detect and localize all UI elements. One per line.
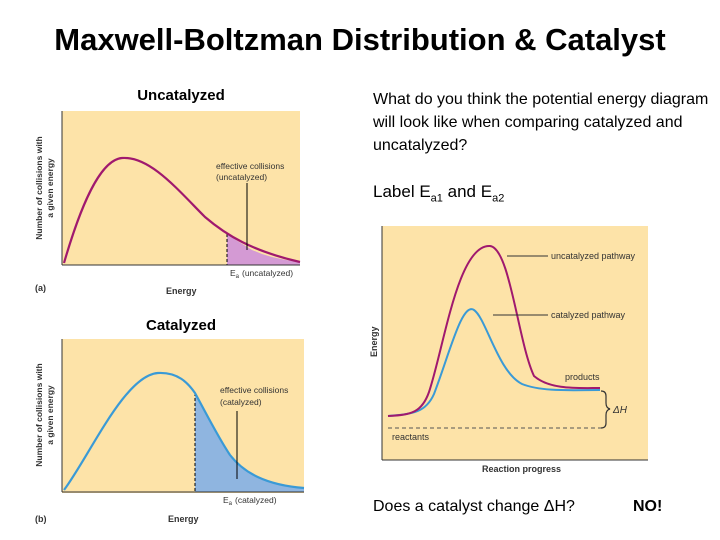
uncatalyzed-distribution-figure: effective collisions (uncatalyzed) Ea (u…: [34, 111, 301, 296]
y-axis-label-line2: a given energy: [45, 158, 55, 218]
x-axis-label: Energy: [166, 286, 197, 296]
distribution-curve: [63, 371, 305, 491]
ea-label: (catalyzed): [235, 495, 277, 505]
plot-background: [62, 111, 300, 265]
ea-label: (uncatalyzed): [242, 268, 293, 278]
catalyzed-pathway-label: catalyzed pathway: [551, 310, 626, 320]
catalyzed-caption: Catalyzed: [145, 317, 217, 334]
catalyst-question: Does a catalyst change ΔH?: [373, 498, 575, 515]
annotation-line2: (uncatalyzed): [216, 172, 267, 182]
annotation-line2: (catalyzed): [220, 397, 262, 407]
reactants-label: reactants: [392, 432, 430, 442]
ea-symbol: Ea: [230, 268, 240, 280]
y-axis-label: Energy: [369, 326, 379, 357]
label-ea-instruction: Label Ea1 and Ea2: [373, 182, 504, 204]
effective-collisions-area: [195, 393, 304, 492]
annotation-line1: effective collisions: [216, 161, 284, 171]
distribution-curve: [62, 156, 301, 264]
annotation-line1: effective collisions: [220, 385, 288, 395]
x-axis-label: Reaction progress: [482, 464, 561, 474]
x-axis-label: Energy: [168, 514, 199, 524]
catalyzed-pathway-curve: [387, 308, 601, 417]
effective-collisions-area: [227, 234, 300, 265]
label-ea-mid: and E: [442, 182, 493, 201]
uncatalyzed-pathway-curve: [387, 244, 601, 417]
label-ea-sub1: a1: [430, 192, 443, 205]
ea-symbol: Ea: [223, 495, 233, 507]
panel-label: (a): [35, 283, 46, 293]
y-axis-label-line2: a given energy: [45, 385, 55, 445]
products-label: products: [565, 372, 600, 382]
uncatalyzed-pathway-label: uncatalyzed pathway: [551, 251, 636, 261]
delta-h-brace: [600, 390, 611, 429]
plot-background: [62, 339, 304, 493]
panel-label: (b): [35, 514, 47, 524]
y-axis-label-line1: Number of collisions with: [34, 363, 44, 466]
slide-title: Maxwell-Boltzman Distribution & Catalyst: [54, 22, 666, 57]
delta-h-label: ΔH: [612, 405, 628, 416]
plot-background: [382, 226, 648, 460]
y-axis-label-line1: Number of collisions with: [34, 136, 44, 239]
potential-energy-diagram: uncatalyzed pathway catalyzed pathway pr…: [369, 226, 648, 474]
label-ea-sub2: a2: [492, 192, 505, 205]
label-ea-prefix: Label E: [373, 182, 431, 201]
catalyst-answer: NO!: [633, 498, 663, 515]
question-prompt: What do you think the potential energy d…: [373, 91, 709, 154]
catalyzed-distribution-figure: effective collisions (catalyzed) Ea (cat…: [34, 339, 305, 524]
uncatalyzed-caption: Uncatalyzed: [137, 87, 225, 104]
